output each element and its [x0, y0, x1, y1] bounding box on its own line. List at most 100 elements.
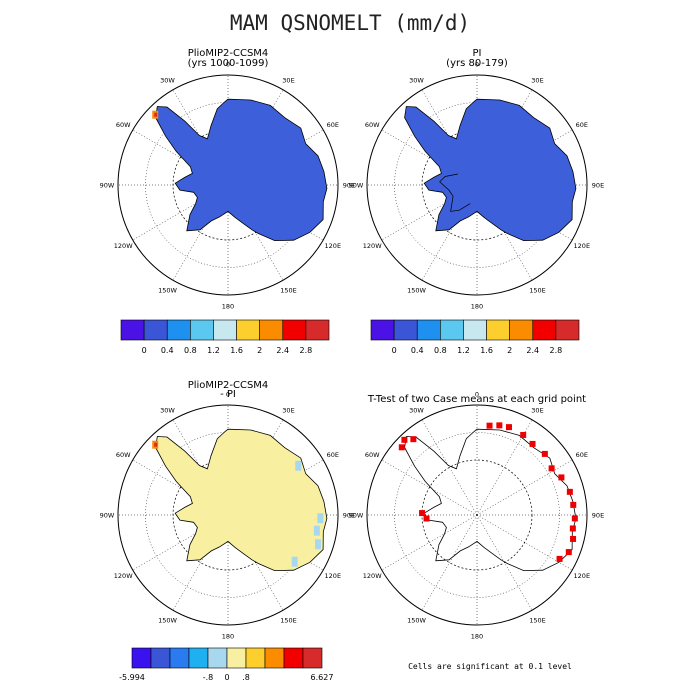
longitude-label: 0 [475, 391, 479, 399]
positive-difference-core [154, 442, 158, 447]
map-boundary [366, 74, 588, 296]
significant-cell [401, 436, 408, 443]
significance-footnote: Cells are significant at 0.1 level [408, 662, 572, 671]
longitude-label: 150E [529, 616, 546, 624]
significant-cell [556, 555, 563, 562]
significant-cell [419, 510, 426, 517]
longitude-label: 30W [160, 77, 175, 85]
colorbar-label: 1.2 [457, 346, 470, 355]
longitude-label: 180 [222, 303, 234, 311]
colorbar-box [150, 647, 171, 669]
colorbar-box [143, 319, 168, 341]
negative-difference-cell [295, 460, 302, 471]
longitude-label: 90E [343, 512, 355, 520]
significant-cell [558, 474, 565, 481]
antarctica-region [155, 98, 328, 242]
significant-cell [496, 422, 503, 429]
colorbar-pi: 0 0.4 0.8 1.2 1.6 2 2.4 2.8 [370, 319, 580, 355]
colorbar-pliomip2: 0 0.4 0.8 1.2 1.6 2 2.4 2.8 [120, 319, 330, 355]
colorbar-box [226, 647, 247, 669]
meridian-line [421, 419, 478, 516]
significant-cell [410, 436, 417, 443]
longitude-label: 120W [363, 242, 382, 250]
colorbar-label: 0.4 [411, 346, 424, 355]
significant-cell [569, 525, 576, 532]
colorbar-label: 0.4 [161, 346, 174, 355]
longitude-label: 180 [222, 633, 234, 641]
colorbar-box [305, 319, 330, 341]
colorbar-label: -.8 [203, 673, 214, 682]
colorbar-label: 0.8 [434, 346, 447, 355]
significant-cell [398, 444, 405, 451]
significant-cell [529, 440, 536, 447]
negative-difference-cell [314, 539, 321, 550]
longitude-label: 90E [592, 512, 604, 520]
longitude-label: 60E [327, 121, 339, 129]
longitude-label: 90E [343, 182, 355, 190]
significant-cell [571, 515, 578, 522]
map-boundary [117, 404, 339, 626]
longitude-label: 180 [471, 633, 483, 641]
figure-title: MAM QSNOMELT (mm/d) [230, 11, 470, 35]
longitude-label: 120W [363, 572, 382, 580]
significant-cell [570, 535, 577, 542]
negative-difference-cell [313, 525, 320, 536]
longitude-label: 60E [576, 451, 588, 459]
longitude-label: 30E [531, 77, 543, 85]
meridian-line [476, 459, 573, 516]
longitude-label: 30W [160, 407, 175, 415]
colorbar-label: 6.627 [311, 673, 334, 682]
longitude-label: 150E [529, 286, 546, 294]
longitude-label: 150E [280, 616, 297, 624]
longitude-label: 180 [471, 303, 483, 311]
meridian-line [381, 459, 478, 516]
colorbar-label: 1.6 [480, 346, 493, 355]
longitude-label: 120W [114, 242, 133, 250]
longitude-label: 30W [409, 407, 424, 415]
longitude-label: 90W [349, 182, 364, 190]
longitude-label: 60E [327, 451, 339, 459]
latitude-circle-middle [394, 432, 560, 598]
longitude-label: 30E [282, 407, 294, 415]
panel-subtitle-tl: (yrs 1000-1099) [188, 58, 269, 69]
colorbar-label: 2 [507, 346, 512, 355]
antarctica-region [404, 98, 577, 242]
longitude-label: 60E [576, 121, 588, 129]
colorbar-box [166, 319, 191, 341]
significant-cell [505, 424, 512, 431]
negative-difference-cell [317, 513, 324, 524]
meridian-line [381, 514, 478, 571]
colorbar-box [245, 647, 266, 669]
colorbar-box [532, 319, 557, 341]
colorbar-box [120, 319, 145, 341]
significant-cell [548, 465, 555, 472]
map-boundary [117, 74, 339, 296]
longitude-label: 60W [116, 121, 131, 129]
significant-cell [423, 515, 430, 522]
significant-cell [486, 422, 493, 429]
colorbar-box [302, 647, 323, 669]
meridian-line [476, 419, 533, 516]
meridian-line [421, 514, 478, 611]
longitude-label: 120W [114, 572, 133, 580]
colorbar-box [463, 319, 487, 341]
colorbar-box [131, 647, 152, 669]
longitude-label: 30E [531, 407, 543, 415]
colorbar-label: 0 [142, 346, 147, 355]
panel-title-br: T-Test of two Case means at each grid po… [367, 394, 586, 405]
antarctica-region [404, 428, 577, 572]
colorbar-box [282, 319, 307, 341]
colorbar-label: -5.994 [119, 673, 145, 682]
longitude-label: 90E [592, 182, 604, 190]
map-panel-pliomip2: 0 30E 60E 90E 120E 150E 180 150W 120W 90W 60W 30W [100, 61, 356, 311]
colorbar-box [440, 319, 464, 341]
panel-subtitle-bl: - PI [220, 389, 236, 400]
colorbar-box [370, 319, 395, 341]
longitude-label: 120E [574, 572, 591, 580]
significant-cell [520, 431, 527, 438]
longitude-label: 90W [100, 512, 115, 520]
longitude-label: 150W [407, 616, 426, 624]
colorbar-label: 2.8 [550, 346, 563, 355]
colorbar-difference: -5.994 -.8 0 .8 6.627 [119, 647, 334, 682]
